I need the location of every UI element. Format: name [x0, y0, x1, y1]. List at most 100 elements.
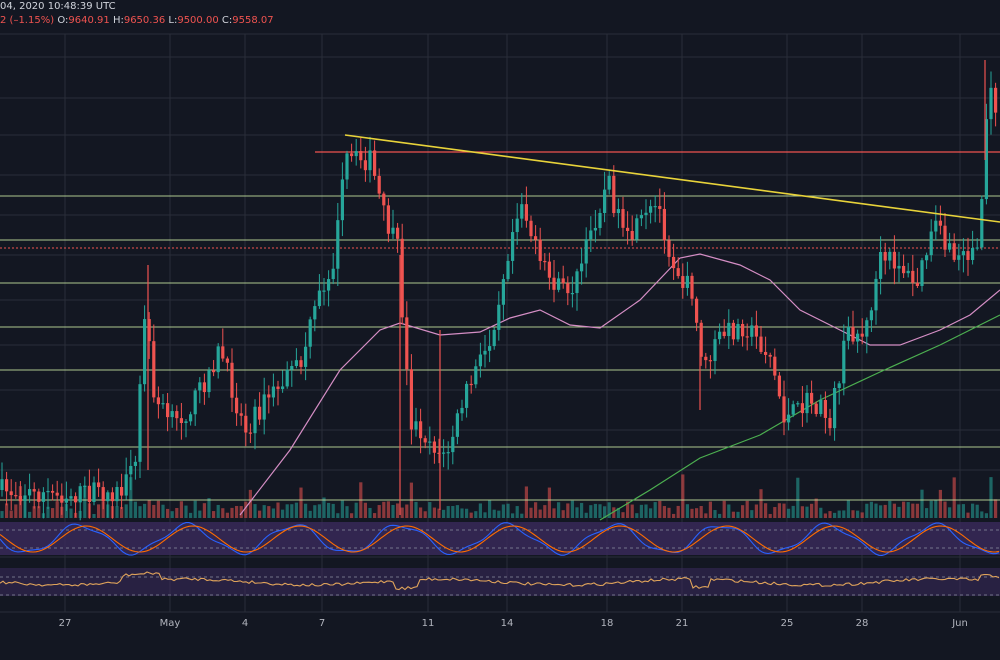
volume-bar — [925, 508, 929, 518]
volume-bar — [846, 500, 850, 518]
candle-body — [101, 487, 105, 502]
volume-bar — [460, 508, 464, 518]
candle-body — [506, 260, 510, 280]
candle-body — [501, 279, 505, 305]
candle-body — [46, 490, 50, 493]
candle-body — [768, 354, 772, 357]
candle-body — [566, 283, 570, 294]
volume-bar — [943, 501, 947, 518]
candle-body — [18, 496, 22, 502]
volume-bar — [386, 501, 390, 518]
candle-body — [773, 356, 777, 376]
volume-bar — [672, 513, 676, 518]
volume-bar — [336, 513, 340, 518]
volume-bar — [97, 504, 101, 518]
volume-bar — [828, 511, 832, 518]
candle-body — [281, 386, 285, 389]
volume-bar — [0, 511, 4, 518]
oscillator-line — [0, 571, 1000, 591]
candle-body — [920, 260, 924, 286]
candle-body — [736, 323, 740, 340]
volume-bar — [787, 508, 791, 518]
volume-bar — [626, 501, 630, 518]
candle-body — [106, 492, 110, 502]
candle-body — [235, 397, 239, 414]
candle-body — [833, 388, 837, 429]
time-axis-label: 25 — [781, 618, 794, 629]
candle-body — [892, 251, 896, 269]
volume-bar — [814, 498, 818, 518]
candle-body — [713, 339, 717, 362]
volume-bar — [313, 505, 317, 518]
candle-body — [271, 386, 275, 398]
candle-body — [230, 362, 234, 398]
candle-body — [276, 386, 280, 389]
candle-body — [957, 255, 961, 260]
volume-bar — [971, 503, 975, 518]
volume-bar — [414, 501, 418, 518]
volume-bar — [552, 508, 556, 518]
volume-bar — [722, 500, 726, 518]
candle-body — [414, 421, 418, 430]
volume-bar — [819, 507, 823, 518]
volume-bar — [511, 513, 515, 518]
volume-bar — [865, 503, 869, 518]
volume-bar — [281, 509, 285, 518]
candle-body — [897, 265, 901, 269]
volume-bar — [561, 510, 565, 518]
volume-bar — [966, 512, 970, 518]
volume-bar — [51, 508, 55, 518]
volume-bar — [695, 508, 699, 518]
volume-bar — [681, 474, 685, 518]
candle-body — [492, 329, 496, 347]
candle-body — [570, 293, 574, 295]
candle-body — [308, 319, 312, 347]
volume-bar — [46, 506, 50, 518]
volume-bar — [350, 513, 354, 518]
volume-bar — [124, 504, 128, 518]
volume-bar — [478, 503, 482, 518]
candle-body — [672, 256, 676, 269]
candle-body — [649, 206, 653, 213]
time-axis-label: 11 — [422, 618, 435, 629]
volume-bar — [662, 506, 666, 518]
volume-bar — [373, 513, 377, 518]
volume-bar — [198, 510, 202, 518]
volume-bar — [580, 502, 584, 518]
candle-body — [557, 278, 561, 290]
volume-bar — [363, 502, 367, 518]
trendline[interactable] — [344, 134, 1000, 223]
candle-body — [520, 204, 524, 219]
candle-body — [152, 341, 156, 398]
volume-bar — [644, 504, 648, 518]
stoch-d-line — [0, 525, 1000, 553]
volume-bar — [616, 507, 620, 518]
candle-body — [37, 491, 41, 502]
stoch-rsi-pane — [0, 522, 1000, 558]
header-close-value: 9558.07 — [232, 15, 274, 26]
volume-bar — [262, 505, 266, 518]
candle-body — [460, 407, 464, 414]
volume-bar — [718, 513, 722, 518]
volume-bar — [189, 512, 193, 518]
volume-bar — [253, 504, 257, 518]
volume-bar — [515, 506, 519, 518]
candle-body — [515, 218, 519, 233]
candle-body — [961, 251, 965, 256]
volume-bar — [557, 502, 561, 518]
candle-body — [952, 243, 956, 260]
time-axis-label: 28 — [856, 618, 869, 629]
volume-bar — [892, 503, 896, 518]
volume-bar — [888, 500, 892, 518]
volume-bar — [382, 501, 386, 518]
candle-body — [244, 415, 248, 433]
candle-body — [616, 209, 620, 214]
volume-bar — [258, 510, 262, 518]
volume-bar — [782, 503, 786, 518]
candle-body — [690, 275, 694, 299]
candle-body — [984, 119, 988, 200]
volume-bar — [667, 507, 671, 518]
volume-bar — [405, 504, 409, 518]
volume-bar — [529, 507, 533, 518]
